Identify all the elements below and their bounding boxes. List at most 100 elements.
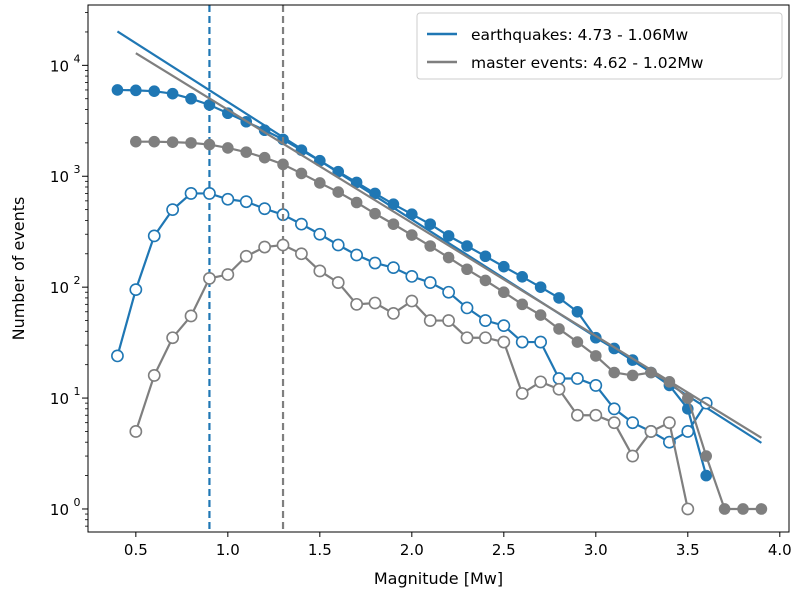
master-events-noncumulative-point [644,425,658,438]
master-events-noncumulative-point [423,314,437,327]
master-events-noncumulative-point [239,249,253,263]
master-events-cumulative-point [645,366,657,379]
earthquakes-cumulative-point [406,208,418,220]
master-events-cumulative-point [369,207,381,220]
earthquakes-noncumulative-point [479,314,492,327]
legend-label: master events: 4.62 - 1.02Mw [471,54,704,72]
master-events-noncumulative-line [134,243,689,510]
earthquakes-noncumulative-point [552,372,566,385]
master-events-cumulative-point [240,146,253,158]
earthquakes-noncumulative-point [515,335,529,349]
earthquakes-noncumulative-point [258,202,272,216]
legend-box [416,12,783,80]
x-tick-label: 2.0 [400,541,424,559]
master-events-cumulative-point [332,186,345,198]
master-events-noncumulative-point [129,425,143,438]
earthquakes-cumulative-point [498,260,510,273]
earthquakes-noncumulative-point [442,285,456,299]
master-events-cumulative-point [498,286,510,299]
master-events-cumulative-point [479,274,492,287]
master-events-cumulative-point [148,135,161,148]
earthquakes-noncumulative-point [607,402,621,416]
master-events-noncumulative-point [552,382,566,396]
master-events-noncumulative-point [221,268,235,281]
master-events-noncumulative-point [405,294,419,308]
earthquakes-noncumulative-point [405,270,419,283]
master-events-cumulative-point [185,137,197,149]
master-events-cumulative-point [406,229,418,241]
master-events-cumulative-point [718,503,731,515]
earthquakes-cumulative-point [553,292,565,304]
plot-area [111,5,768,532]
earthquakes-noncumulative-point [147,229,161,243]
master-events-noncumulative-point [663,416,676,430]
x-tick-label: 4.0 [768,541,792,559]
y-tick-label: 10 [50,279,69,297]
y-tick-exponent: 4 [74,52,81,65]
master-events-noncumulative-point [166,331,180,345]
master-events-cumulative-point [314,177,326,189]
y-tick-label: 10 [50,168,69,186]
master-events-noncumulative-point [350,297,364,311]
master-events-noncumulative-point [258,240,272,254]
y-tick-label: 10 [50,390,69,408]
x-tick-label: 2.5 [492,541,516,559]
earthquakes-noncumulative-point [184,187,198,200]
earthquakes-noncumulative-point [350,248,364,262]
master-events-gr-fit-line [135,52,762,439]
master-events-noncumulative-point [331,276,345,289]
earthquakes-noncumulative-point [571,372,584,385]
master-events-cumulative-point [258,151,271,164]
y-tick-label: 10 [50,501,69,519]
master-events-noncumulative-point [534,375,548,389]
earthquakes-noncumulative-point [423,276,437,289]
x-tick-label: 0.5 [124,541,148,559]
master-events-noncumulative-point [497,335,511,349]
master-events-cumulative-point [608,366,621,379]
master-events-cumulative-point [755,503,768,515]
y-tick-exponent: 2 [74,274,81,287]
earthquakes-cumulative-point [479,250,492,263]
earthquakes-noncumulative-point [368,256,382,270]
x-tick-label: 1.5 [308,541,332,559]
earthquakes-cumulative-point [387,198,400,210]
master-events-cumulative-point [350,196,363,209]
master-events-noncumulative-point [626,449,640,463]
earthquakes-noncumulative-point [387,261,400,275]
master-events-noncumulative-point [479,331,492,345]
earthquakes-noncumulative-point [313,227,327,241]
master-events-noncumulative-point [515,387,529,400]
earthquakes-cumulative-point [534,281,547,293]
x-tick-label: 1.0 [216,541,240,559]
master-events-noncumulative-point [368,296,382,310]
master-events-cumulative-point [663,376,676,388]
earthquakes-cumulative-point [350,176,363,189]
master-events-cumulative-point [626,369,639,382]
earthquakes-noncumulative-point [239,195,253,209]
y-tick-exponent: 1 [74,385,81,398]
master-events-cumulative-point [222,142,234,154]
earthquakes-noncumulative-point [331,238,345,252]
master-events-cumulative-point [295,167,308,180]
plot-marks [111,5,768,532]
earthquakes-cumulative-point [185,92,197,105]
earthquakes-noncumulative-point [460,301,474,315]
earthquakes-noncumulative-point [589,379,603,392]
earthquakes-noncumulative-point [221,192,235,206]
legend-label: earthquakes: 4.73 - 1.06Mw [471,26,688,44]
earthquakes-noncumulative-point [129,283,143,297]
master-events-cumulative-point [553,323,565,335]
legend: earthquakes: 4.73 - 1.06Mw master events:… [416,12,783,80]
master-events-cumulative-point [700,450,713,462]
earthquakes-cumulative-point [424,218,437,230]
earthquakes-cumulative-point [166,87,179,100]
master-events-cumulative-point [442,251,455,264]
earthquakes-cumulative-point [130,84,142,97]
earthquakes-noncumulative-point [497,319,511,333]
axes: 0.5 1.0 1.5 2.0 2.5 3.0 3.5 4.0 10 0 10 1 10 2 10 3 10 4 M… [9,4,792,588]
master-events-cumulative-point [130,135,142,148]
earthquakes-cumulative-point [369,187,381,200]
earthquakes-noncumulative-point [295,217,308,231]
master-events-noncumulative-point [571,408,584,422]
